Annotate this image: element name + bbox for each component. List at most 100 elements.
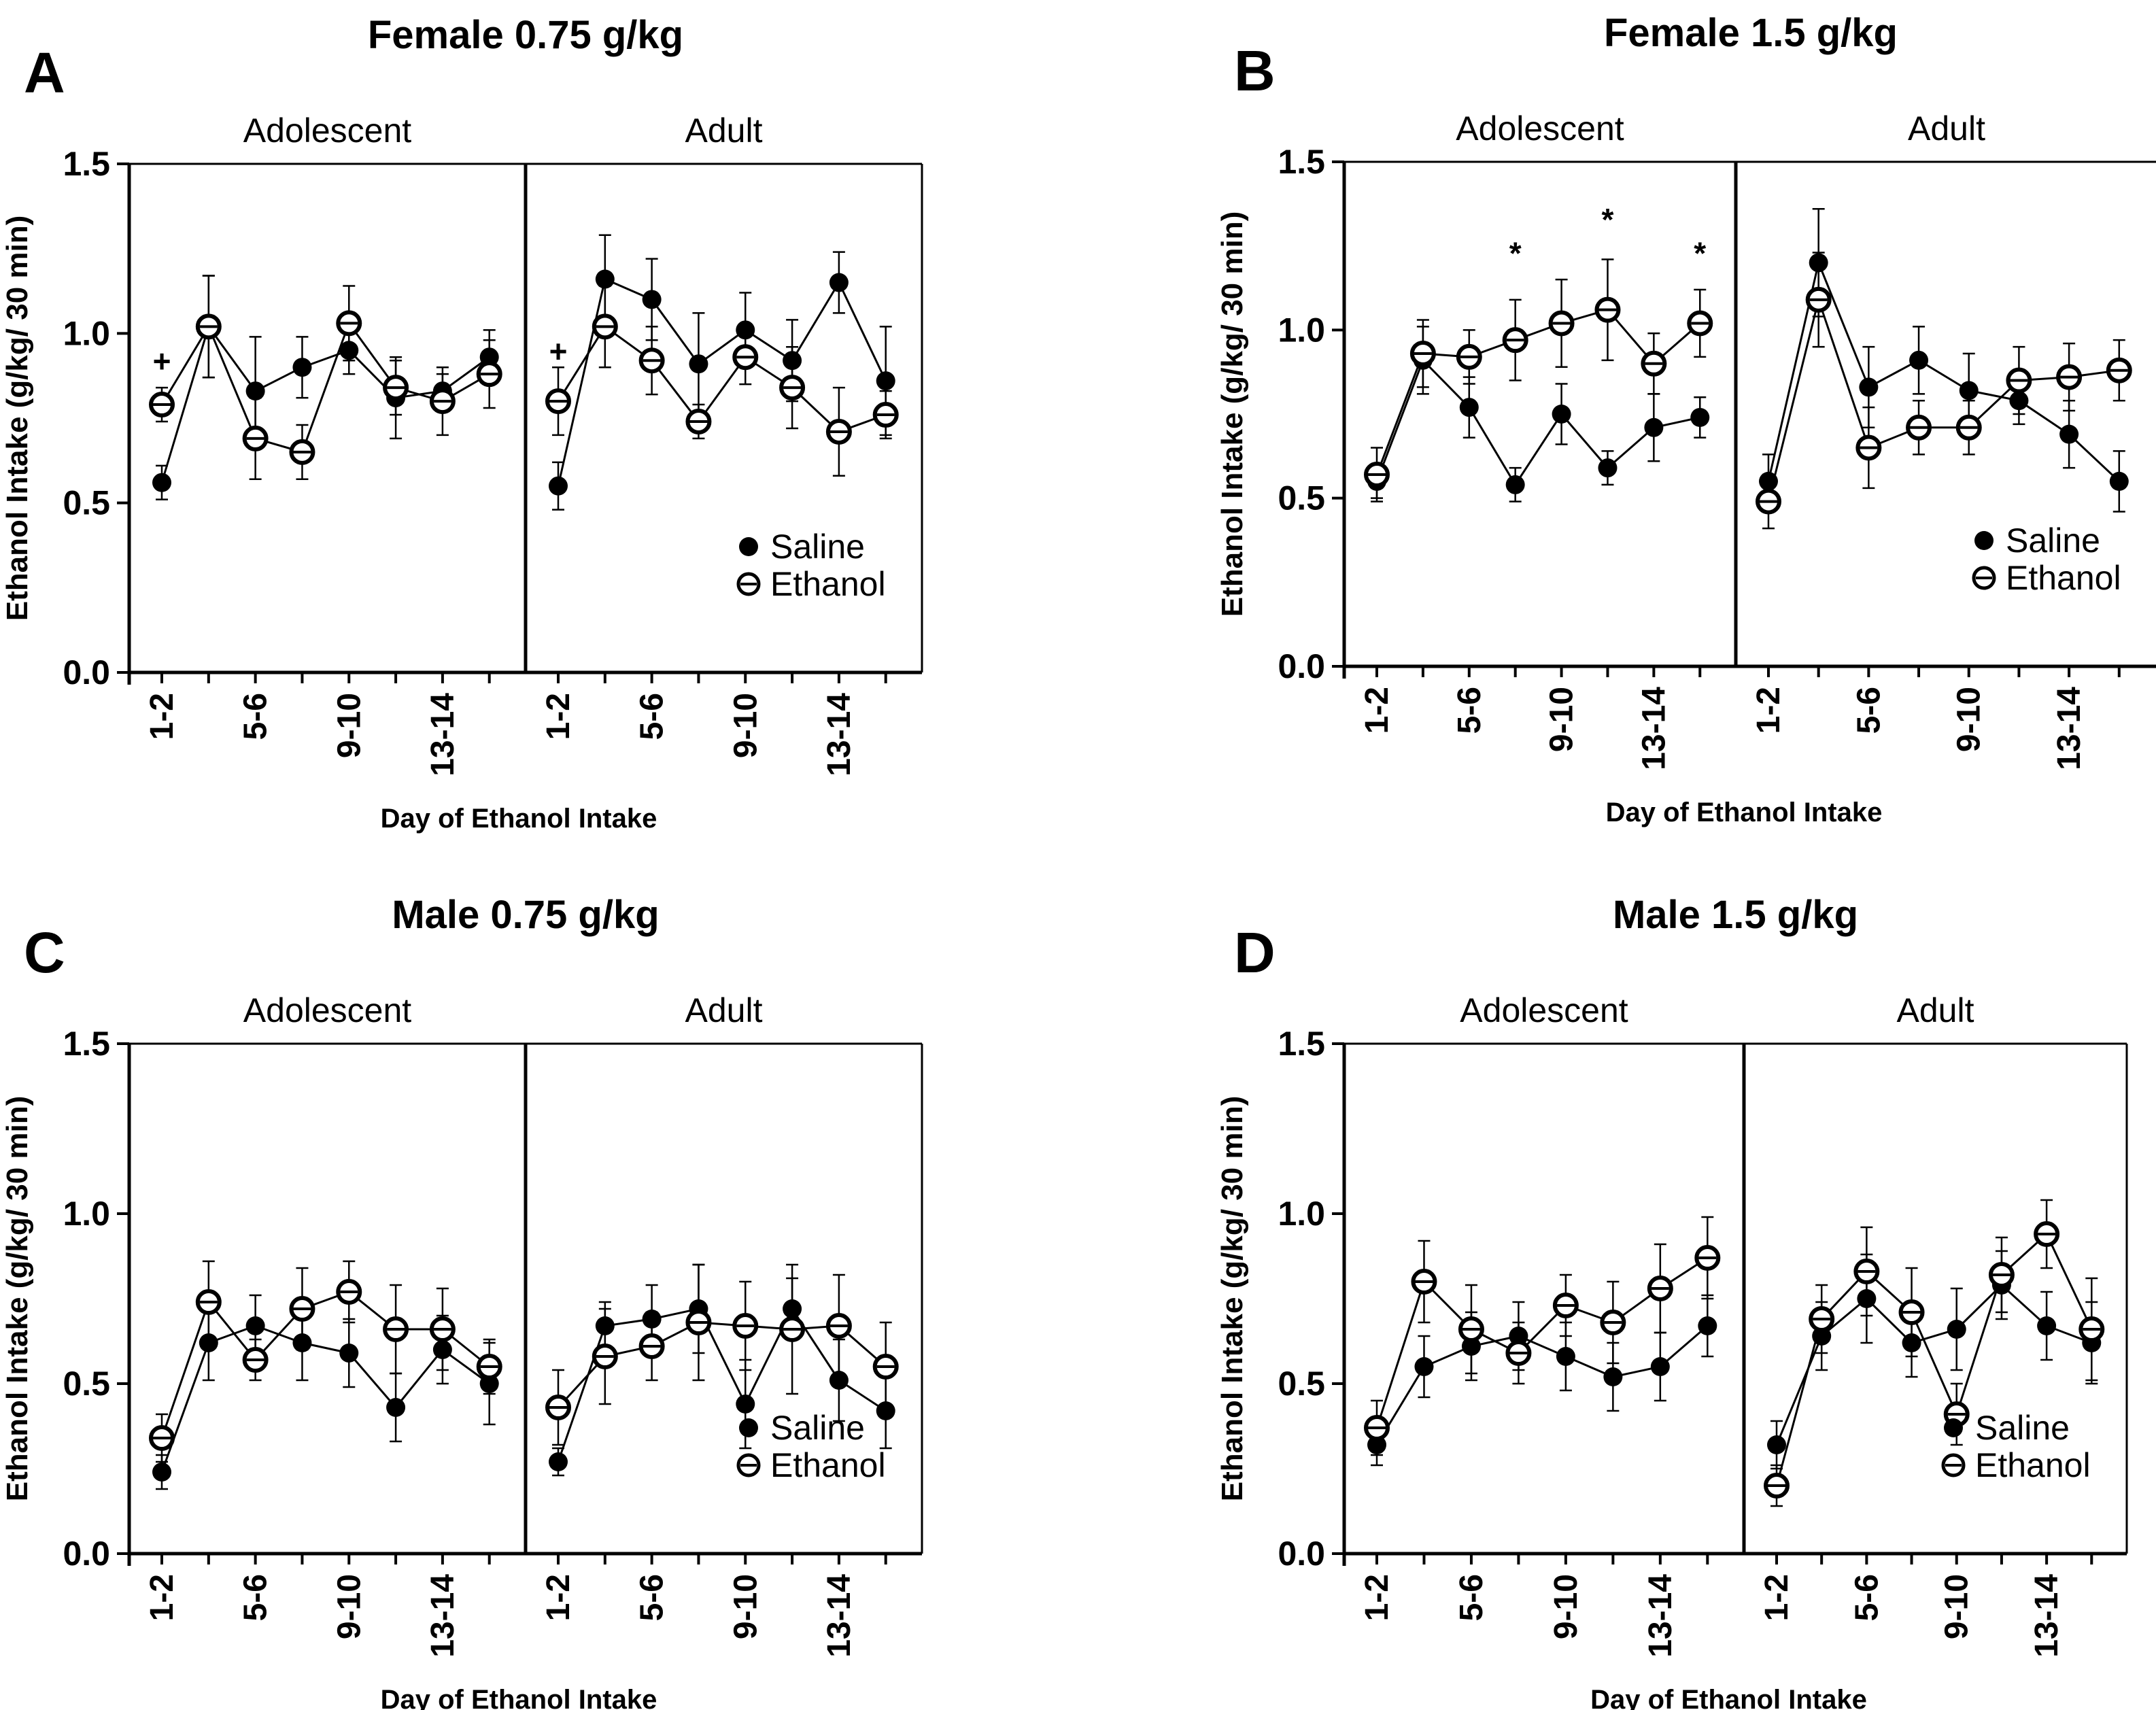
- y-tick-label: 0.0: [63, 1535, 110, 1573]
- chart-d: Male 1.5 g/kg D 0.0 0.5 1.0 1.5 Ethanol Intake…: [1216, 893, 2128, 1710]
- saline-point: [152, 473, 171, 492]
- x-tick-label: 5-6: [238, 693, 274, 740]
- y-axis-label: Ethanol Intake (g/kg/ 30 min): [1216, 1096, 1249, 1502]
- legend-ethanol-label: Ethanol: [1975, 1446, 2091, 1484]
- saline-point: [199, 1333, 218, 1352]
- legend-saline-marker: [739, 537, 758, 556]
- saline-point: [1902, 1333, 1921, 1352]
- saline-point: [1767, 1435, 1786, 1454]
- x-tick-label: 9-10: [728, 693, 764, 758]
- saline-point: [339, 341, 359, 360]
- saline-point: [1461, 1337, 1481, 1356]
- saline-point: [1759, 471, 1778, 491]
- x-tick-label: 5-6: [1849, 1574, 1885, 1621]
- legend-saline-marker: [1974, 531, 1994, 550]
- saline-point: [736, 1395, 755, 1414]
- y-tick-label: 1.0: [1278, 1195, 1325, 1233]
- legend-saline-label: Saline: [770, 528, 865, 566]
- legend-saline-marker: [739, 1418, 758, 1437]
- x-tick-label: 5-6: [634, 693, 670, 740]
- saline-line: [557, 277, 887, 487]
- chart-b: Female 1.5 g/kg B 0.0 0.5 1.0 1.5 Ethanol Inta…: [1216, 11, 2156, 827]
- x-tick-label: 1-2: [541, 1574, 577, 1621]
- x-axis-label: Day of Ethanol Intake: [381, 1685, 657, 1710]
- x-tick-label: 9-10: [1548, 1574, 1584, 1639]
- saline-point: [829, 273, 849, 292]
- saline-point: [1909, 350, 1929, 370]
- y-tick-label: 1.5: [63, 1025, 110, 1063]
- saline-line: [1375, 1324, 1709, 1446]
- saline-point: [1367, 1435, 1386, 1454]
- x-tick-label: 13-14: [425, 693, 461, 776]
- saline-point: [2009, 391, 2029, 411]
- saline-point: [1857, 1289, 1877, 1308]
- panel-label: Adult: [685, 991, 763, 1029]
- x-tick-label: 1-2: [144, 1574, 180, 1621]
- saline-point: [2109, 471, 2129, 491]
- x-tick-label: 5-6: [634, 1574, 670, 1621]
- x-tick-label: 13-14: [821, 1574, 857, 1658]
- saline-point: [1556, 1347, 1575, 1366]
- saline-point: [152, 1463, 171, 1482]
- x-tick-label: 13-14: [1643, 1574, 1679, 1658]
- panel-letter: B: [1234, 39, 1276, 103]
- significance-marker: *: [1694, 236, 1706, 271]
- saline-point: [549, 1452, 568, 1471]
- x-tick-label: 1-2: [1751, 687, 1787, 734]
- saline-point: [1603, 1367, 1623, 1386]
- saline-point: [642, 290, 662, 309]
- saline-point: [479, 1374, 499, 1393]
- legend-ethanol-label: Ethanol: [770, 565, 886, 603]
- chart-title: Female 0.75 g/kg: [368, 13, 683, 57]
- x-tick-label: 13-14: [1636, 687, 1672, 770]
- legend-saline-label: Saline: [2006, 521, 2100, 560]
- saline-point: [479, 347, 499, 367]
- saline-point: [1859, 377, 1879, 397]
- x-tick-label: 9-10: [1939, 1574, 1975, 1639]
- x-axis-label: Day of Ethanol Intake: [1590, 1685, 1867, 1710]
- chart-title: Male 1.5 g/kg: [1613, 893, 1858, 937]
- panel-label: Adult: [685, 112, 763, 150]
- y-tick-label: 0.5: [1278, 1365, 1325, 1403]
- y-axis-label: Ethanol Intake (g/kg/ 30 min): [1, 216, 34, 621]
- saline-point: [1552, 405, 1571, 424]
- y-axis-label: Ethanol Intake (g/kg/ 30 min): [1216, 211, 1249, 617]
- chart-title: Male 0.75 g/kg: [392, 893, 659, 937]
- saline-point: [1809, 253, 1828, 273]
- saline-point: [386, 1398, 406, 1417]
- saline-point: [876, 371, 895, 391]
- panel-letter: A: [24, 41, 65, 105]
- y-tick-label: 1.5: [1278, 1025, 1325, 1063]
- saline-point: [783, 1299, 802, 1318]
- chart-title: Female 1.5 g/kg: [1604, 11, 1898, 55]
- panel-label: Adolescent: [243, 991, 411, 1029]
- x-tick-label: 9-10: [1544, 687, 1580, 752]
- y-tick-label: 0.0: [1278, 1535, 1325, 1573]
- saline-point: [1650, 1357, 1670, 1376]
- saline-point: [2059, 424, 2079, 444]
- saline-line: [1775, 1283, 2092, 1446]
- x-tick-label: 13-14: [2029, 1574, 2065, 1658]
- x-tick-label: 9-10: [1951, 687, 1987, 752]
- x-axis-label: Day of Ethanol Intake: [1606, 798, 1883, 827]
- saline-line: [1375, 358, 1700, 487]
- saline-point: [245, 381, 265, 401]
- saline-point: [1959, 381, 1979, 400]
- saline-point: [1644, 417, 1664, 437]
- panel-label: Adolescent: [1460, 991, 1628, 1029]
- x-tick-label: 1-2: [144, 693, 180, 740]
- y-tick-label: 0.0: [1278, 647, 1325, 685]
- ethanol-line: [557, 325, 887, 433]
- saline-point: [1598, 458, 1618, 478]
- panel-letter: C: [24, 921, 65, 985]
- saline-point: [432, 1340, 452, 1359]
- saline-point: [1690, 407, 1710, 427]
- legend-saline-label: Saline: [1975, 1409, 2070, 1447]
- saline-point: [549, 476, 568, 496]
- x-axis-label: Day of Ethanol Intake: [381, 804, 657, 834]
- saline-point: [1509, 1327, 1528, 1346]
- y-tick-label: 0.5: [63, 484, 110, 522]
- y-tick-label: 1.5: [63, 145, 110, 183]
- chart-a: Female 0.75 g/kg A 0.0 0.5 1.0 1.5 Ethanol Int…: [1, 13, 923, 834]
- saline-point: [1505, 475, 1525, 494]
